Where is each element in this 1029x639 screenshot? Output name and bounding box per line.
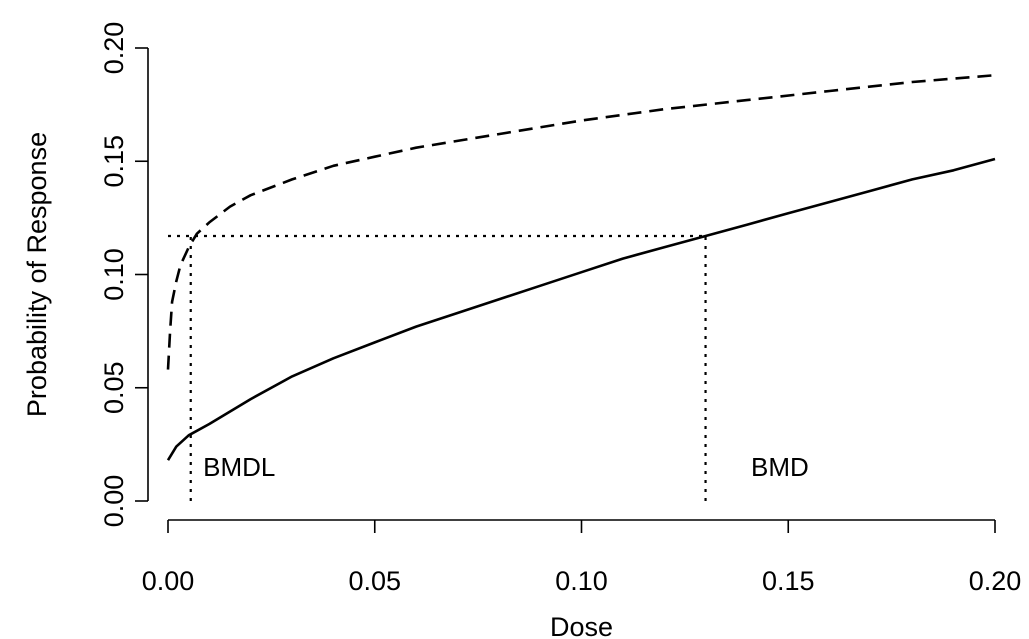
x-tick-label: 0.15 [762,566,815,596]
y-tick-label: 0.10 [99,248,129,301]
x-ticks: 0.00 0.05 0.10 0.15 0.20 [142,520,1022,596]
series-group [166,73,996,461]
x-tick-label: 0.00 [142,566,195,596]
x-tick-label: 0.20 [969,566,1022,596]
y-tick-label: 0.20 [99,22,129,75]
y-axis: 0.00 0.05 0.10 0.15 0.20 Probability of Resp… [22,22,149,528]
solid-curve [166,157,996,461]
y-axis-label: Probability of Response [22,132,52,417]
y-tick-label: 0.05 [99,361,129,414]
annotations: BMDL BMD [203,452,809,482]
x-tick-label: 0.05 [348,566,401,596]
dashed-curve [166,73,996,370]
y-tick-label: 0.00 [99,475,129,528]
x-axis-label: Dose [550,612,613,639]
x-tick-label: 0.10 [555,566,608,596]
y-tick-label: 0.15 [99,135,129,188]
x-axis: 0.00 0.05 0.10 0.15 0.20 Dose [142,519,1022,639]
y-ticks: 0.00 0.05 0.10 0.15 0.20 [99,22,148,528]
annotation-bmdl: BMDL [203,452,275,482]
annotation-bmd: BMD [751,452,809,482]
